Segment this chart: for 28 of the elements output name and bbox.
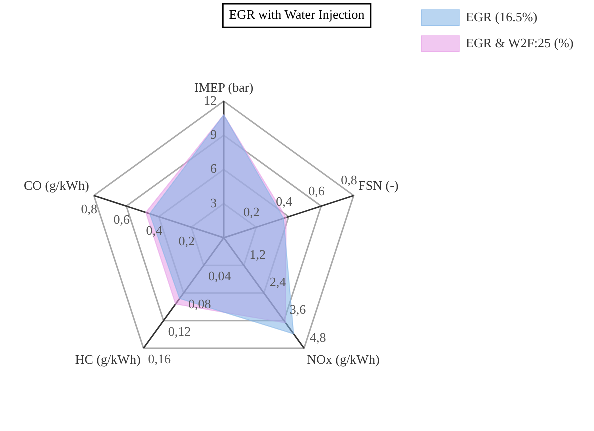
text: 3: [210, 195, 217, 210]
text: 0,2: [244, 204, 260, 220]
text: 0,12: [168, 324, 192, 339]
spoke-label: HC (g/kWh): [75, 352, 141, 367]
text: 0,08: [188, 296, 212, 312]
text: 3,6: [290, 302, 307, 318]
text: 9: [210, 126, 217, 142]
text: 4,8: [310, 330, 326, 345]
text: 0,8: [341, 172, 358, 188]
spoke-label: CO (g/kWh): [24, 178, 90, 193]
text: 0,04: [208, 268, 232, 284]
text: 12: [204, 92, 217, 108]
text: 0,6: [114, 212, 130, 228]
text: 0,4: [276, 194, 293, 209]
text: 2,4: [270, 274, 287, 290]
spoke-label: IMEP (bar): [194, 80, 254, 96]
spoke-label: NOx (g/kWh): [307, 352, 380, 367]
legend-label: EGR (16.5%): [466, 9, 538, 24]
chart-title: EGR with Water Injection: [229, 7, 366, 22]
text: 0,16: [148, 352, 172, 367]
text: 0,8: [81, 202, 98, 217]
text: 0,2: [178, 233, 195, 248]
text: 0,4: [146, 222, 163, 238]
legend-label: EGR & W2F:25 (%): [466, 35, 574, 50]
text: 6: [210, 161, 218, 176]
text: 0,6: [308, 183, 326, 198]
text: 1,2: [250, 246, 266, 262]
spoke-label: FSN (-): [358, 178, 399, 193]
